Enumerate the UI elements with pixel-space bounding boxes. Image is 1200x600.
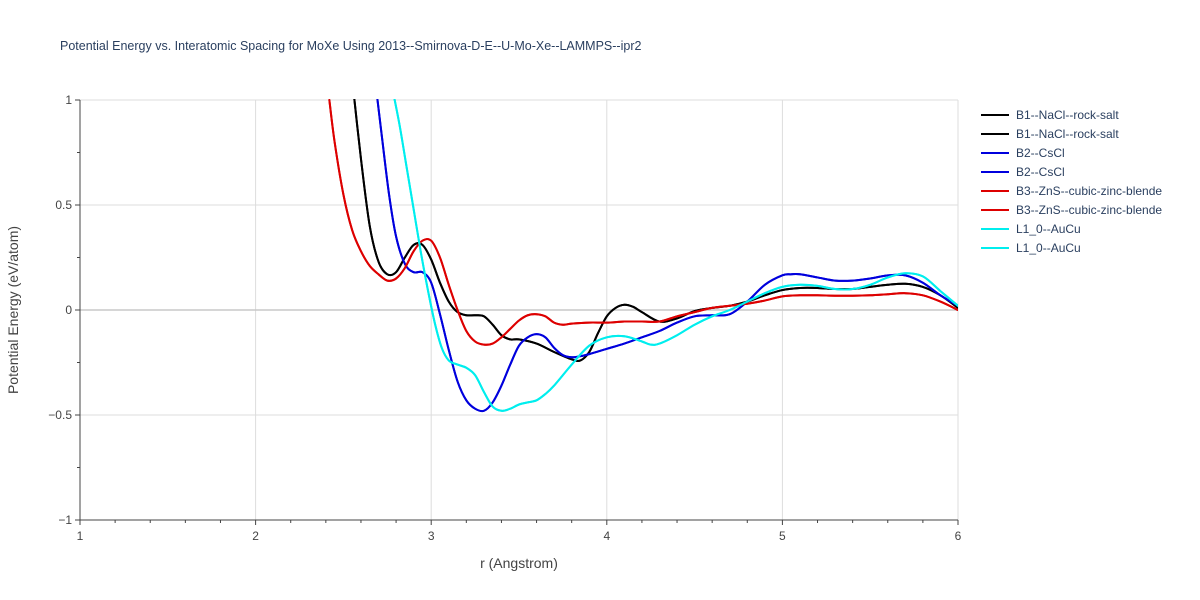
series-line-4	[328, 99, 958, 346]
legend-item[interactable]: B3--ZnS--cubic-zinc-blende	[981, 203, 1162, 217]
y-tick-label: 1	[65, 93, 72, 107]
legend-label: L1_0--AuCu	[1016, 222, 1081, 236]
x-tick-label: 4	[603, 529, 610, 543]
x-tick-label: 3	[428, 529, 435, 543]
y-axis-title: Potential Energy (eV/atom)	[5, 226, 21, 394]
x-axis-title: r (Angstrom)	[480, 555, 558, 571]
series-line-1	[353, 99, 958, 362]
series-line-7	[393, 99, 958, 412]
legend-item[interactable]: B1--NaCl--rock-salt	[981, 108, 1119, 122]
y-tick-label: 0	[65, 303, 72, 317]
x-tick-label: 6	[955, 529, 962, 543]
legend-label: B3--ZnS--cubic-zinc-blende	[1016, 203, 1162, 217]
y-tick-label: −1	[58, 513, 72, 527]
legend-label: B1--NaCl--rock-salt	[1016, 127, 1119, 141]
y-tick-label: 0.5	[55, 198, 72, 212]
legend-label: B3--ZnS--cubic-zinc-blende	[1016, 184, 1162, 198]
legend-label: L1_0--AuCu	[1016, 241, 1081, 255]
x-tick-label: 2	[252, 529, 259, 543]
series-line-3	[376, 99, 958, 413]
x-tick-label: 1	[77, 529, 84, 543]
legend-label: B2--CsCl	[1016, 146, 1065, 160]
axes: 1 2 3 4 5 6 −1 −0.5 0 0.5 1	[48, 93, 961, 543]
chart-title: Potential Energy vs. Interatomic Spacing…	[60, 39, 641, 53]
series-lines	[328, 99, 958, 413]
legend-label: B1--NaCl--rock-salt	[1016, 108, 1119, 122]
legend-item[interactable]: B2--CsCl	[981, 165, 1065, 179]
legend-item[interactable]: B2--CsCl	[981, 146, 1065, 160]
legend-label: B2--CsCl	[1016, 165, 1065, 179]
legend-item[interactable]: L1_0--AuCu	[981, 241, 1081, 255]
y-tick-label: −0.5	[48, 408, 72, 422]
grid	[80, 99, 959, 520]
series-line-2	[376, 99, 958, 413]
series-line-6	[393, 99, 958, 412]
x-tick-label: 5	[779, 529, 786, 543]
legend[interactable]: B1--NaCl--rock-salt B1--NaCl--rock-salt B2…	[981, 108, 1162, 255]
legend-item[interactable]: B3--ZnS--cubic-zinc-blende	[981, 184, 1162, 198]
legend-item[interactable]: B1--NaCl--rock-salt	[981, 127, 1119, 141]
series-line-5	[328, 99, 958, 346]
legend-item[interactable]: L1_0--AuCu	[981, 222, 1081, 236]
series-line-0	[353, 99, 958, 362]
